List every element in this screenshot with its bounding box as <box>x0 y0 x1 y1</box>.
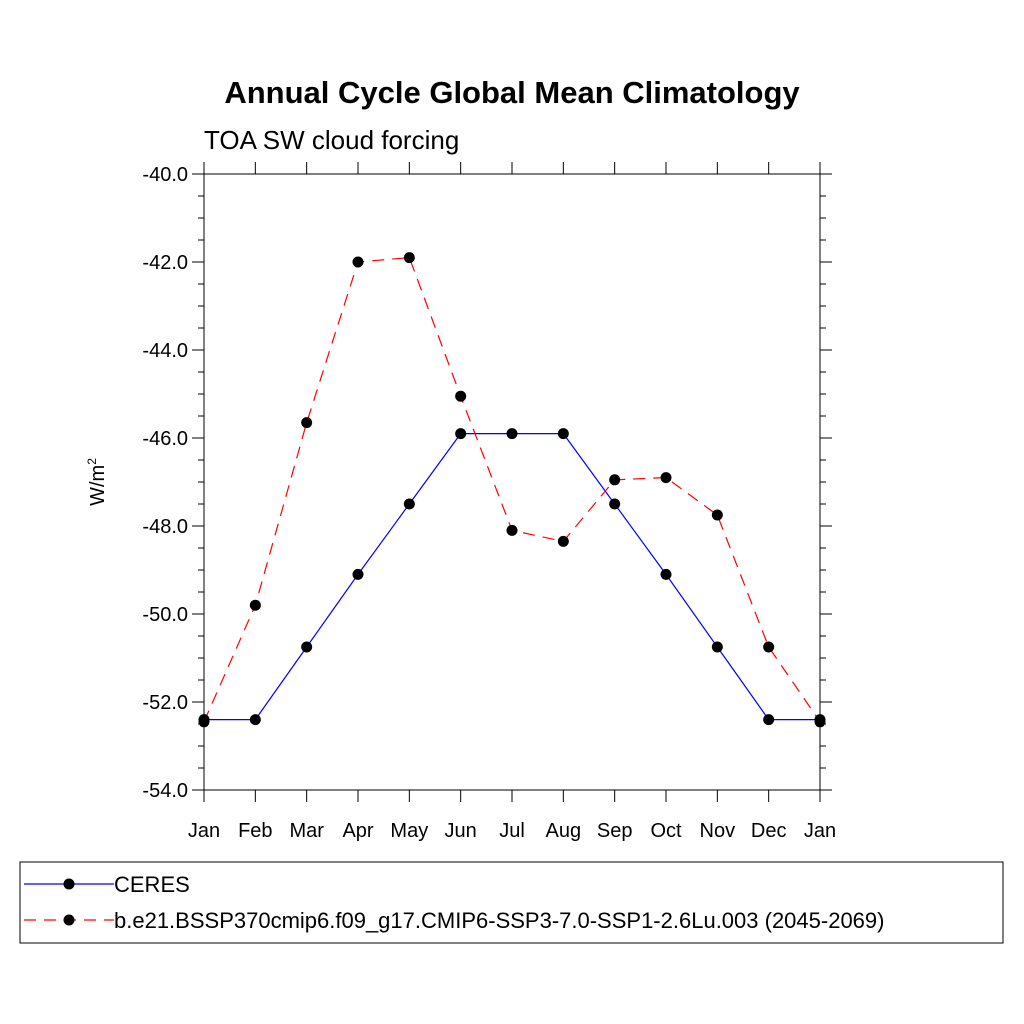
series-1-point <box>763 641 775 653</box>
series-1-point <box>506 524 518 536</box>
series-1-point <box>198 716 210 728</box>
series-1-point <box>557 535 569 547</box>
y-tick-label: -40.0 <box>142 164 188 186</box>
series-layer <box>198 252 826 728</box>
series-line-0 <box>204 433 820 721</box>
x-tick-label: Mar <box>289 820 324 842</box>
x-tick-label: Nov <box>700 820 736 842</box>
y-tick-label: -54.0 <box>142 780 188 802</box>
legend-marker-1 <box>63 914 75 926</box>
series-0-point <box>352 568 364 580</box>
series-1-point <box>814 716 826 728</box>
x-tick-label: Sep <box>597 820 633 842</box>
series-0-point <box>506 428 518 440</box>
y-axis-label-text: W/m <box>87 465 109 506</box>
tick-labels: Jan Feb Mar Apr May Jun Jul Aug Sep Oct Nov Dec Jan-… <box>142 164 836 842</box>
x-tick-label: Jan <box>804 820 836 842</box>
y-tick-label: -48.0 <box>142 516 188 538</box>
series-1-point <box>403 252 415 264</box>
x-tick-label: Dec <box>751 820 787 842</box>
x-tick-label: May <box>390 820 428 842</box>
series-1-point <box>301 417 313 429</box>
series-0-point <box>249 714 261 726</box>
series-1-point <box>711 509 723 521</box>
y-tick-label: -44.0 <box>142 340 188 362</box>
chart-subtitle: TOA SW cloud forcing <box>204 125 459 155</box>
y-tick-label: -52.0 <box>142 692 188 714</box>
legend-box <box>19 861 1004 944</box>
axis-ticks <box>192 162 832 802</box>
series-line-1 <box>203 256 821 723</box>
y-tick-label: -50.0 <box>142 604 188 626</box>
series-1-point <box>249 599 261 611</box>
series-0-point <box>455 428 467 440</box>
y-tick-label: -42.0 <box>142 252 188 274</box>
series-1-point <box>660 472 672 484</box>
plot-frame <box>203 173 821 791</box>
y-axis-label: W/m2 <box>85 458 109 506</box>
x-tick-label: Feb <box>238 820 272 842</box>
series-1-point <box>455 390 467 402</box>
chart-title: Annual Cycle Global Mean Climatology <box>224 75 800 110</box>
y-tick-label: -46.0 <box>142 428 188 450</box>
series-1-point <box>352 256 364 268</box>
x-tick-label: Oct <box>650 820 682 842</box>
x-tick-label: Jul <box>499 820 525 842</box>
legend-marker-0 <box>63 878 75 890</box>
x-tick-label: Jun <box>445 820 477 842</box>
series-0-point <box>301 641 313 653</box>
series-0-point <box>711 641 723 653</box>
legend-label-0: CERES <box>114 872 190 897</box>
svg-text:W/m2: W/m2 <box>85 458 109 506</box>
series-0-point <box>557 428 569 440</box>
series-1-point <box>609 474 621 486</box>
x-tick-label: Apr <box>342 820 373 842</box>
y-axis-label-superscript: 2 <box>85 458 99 465</box>
legend-items: CERES b.e21.BSSP370cmip6.f09_g17.CMIP6-SS… <box>24 872 884 933</box>
series-0-point <box>609 498 621 510</box>
x-tick-label: Jan <box>188 820 220 842</box>
x-tick-label: Aug <box>546 820 582 842</box>
series-0-point <box>660 568 672 580</box>
legend-label-1: b.e21.BSSP370cmip6.f09_g17.CMIP6-SSP3-7.… <box>114 908 884 933</box>
legend: CERES b.e21.BSSP370cmip6.f09_g17.CMIP6-SS… <box>19 861 1004 944</box>
series-0-point <box>403 498 415 510</box>
series-0-point <box>763 714 775 726</box>
